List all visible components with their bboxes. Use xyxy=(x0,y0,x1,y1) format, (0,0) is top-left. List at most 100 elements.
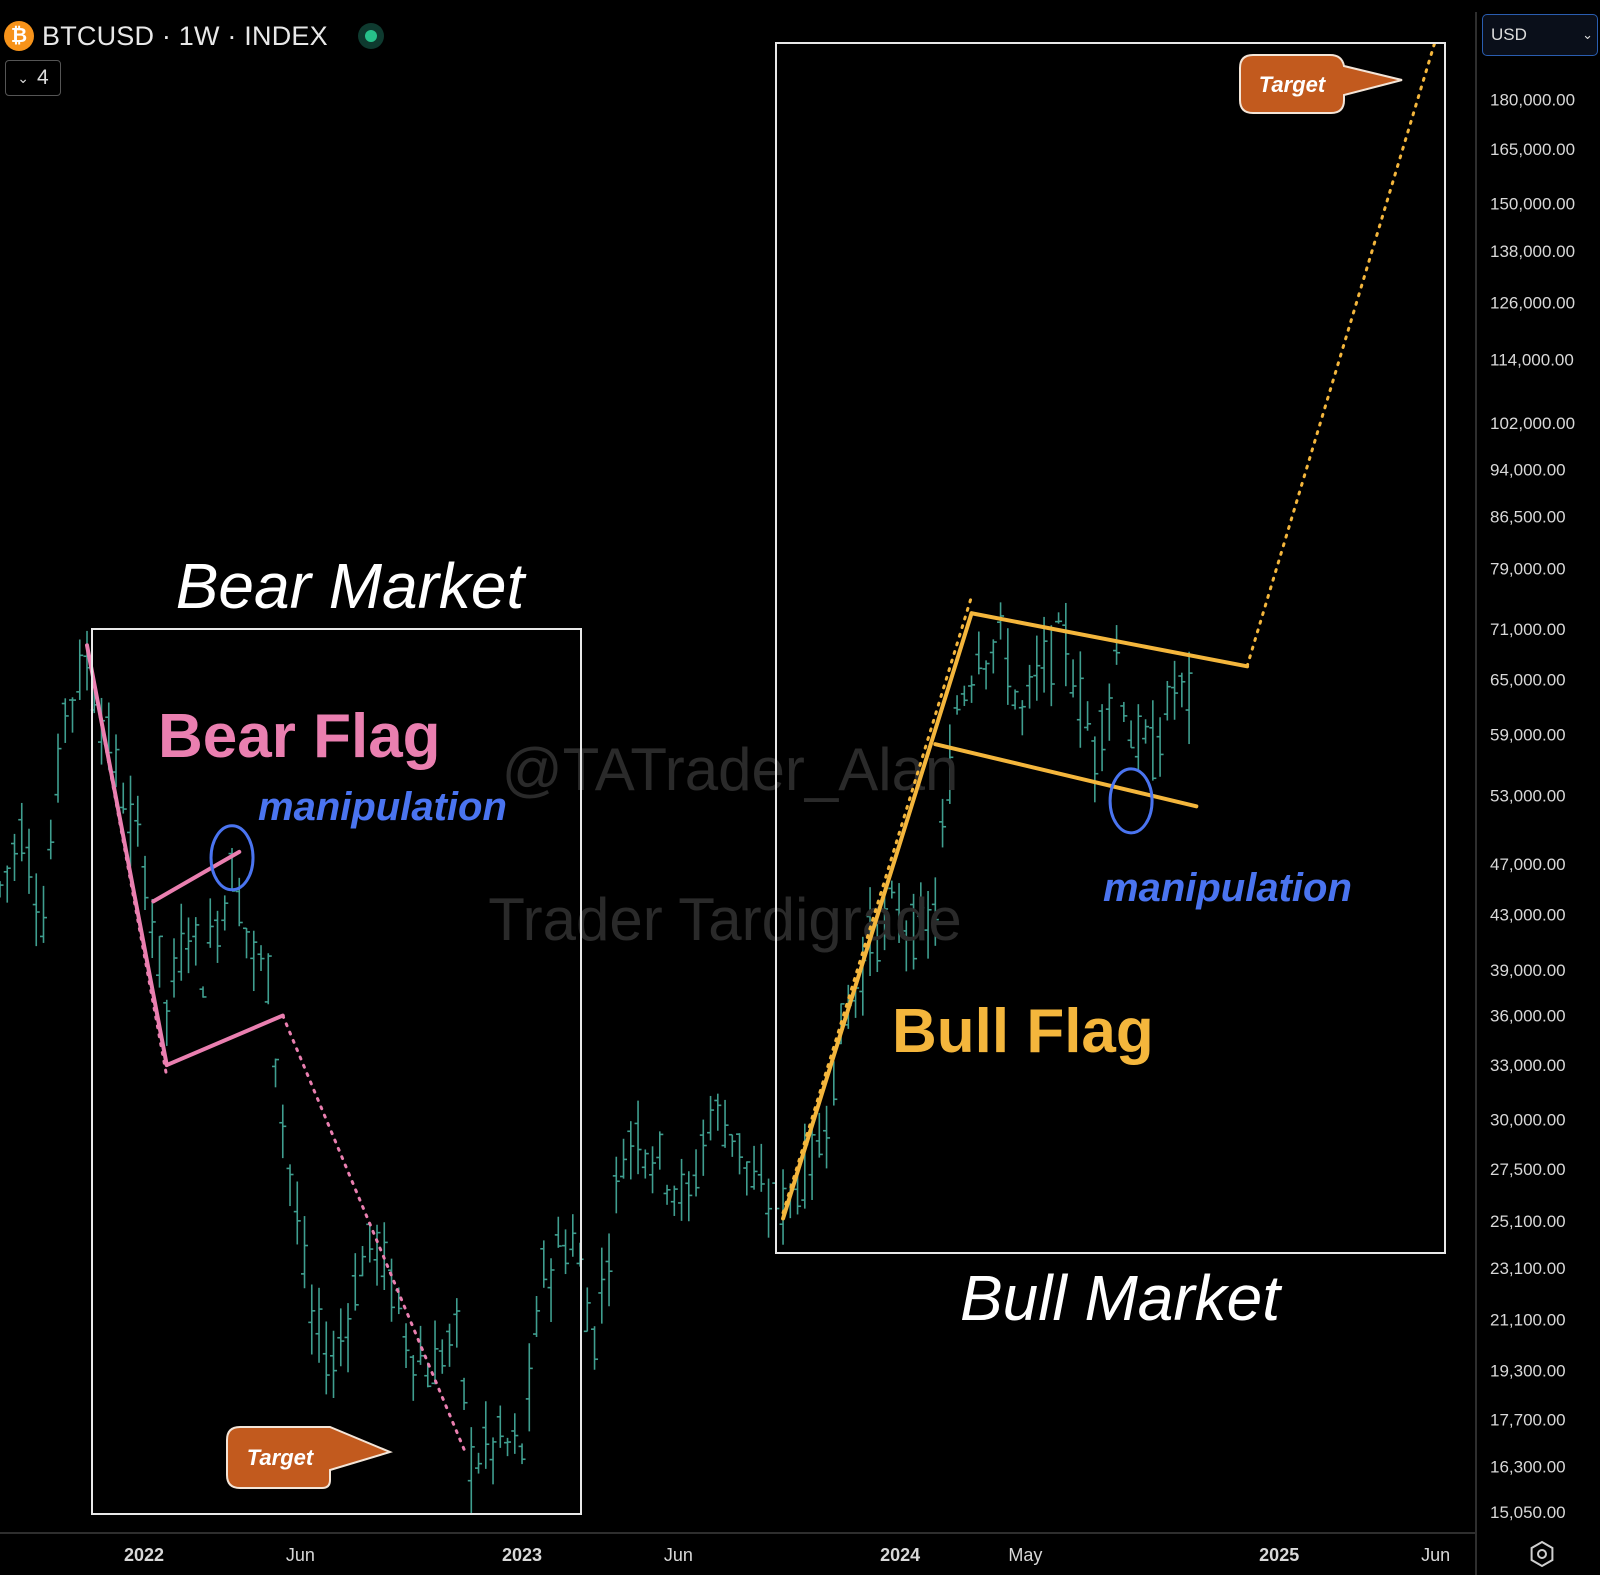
candle xyxy=(424,1362,432,1388)
price-tick-label: 47,000.00 xyxy=(1490,855,1566,874)
candle xyxy=(475,1452,483,1474)
candle xyxy=(714,1093,722,1131)
watermark-handle: @TATrader_Alan xyxy=(502,736,959,803)
candle xyxy=(1156,717,1164,777)
candle xyxy=(939,798,947,848)
candle xyxy=(177,903,185,981)
symbol-title[interactable]: BTCUSD · 1W · INDEX xyxy=(42,20,328,51)
bull-flag-label: Bull Flag xyxy=(892,997,1154,1066)
price-tick-label: 21,100.00 xyxy=(1490,1311,1566,1330)
currency-select[interactable]: USD ⌄ xyxy=(1482,14,1598,56)
candle xyxy=(743,1161,751,1196)
candle xyxy=(924,891,932,959)
candle xyxy=(765,1178,773,1238)
candle xyxy=(1163,680,1171,721)
candle xyxy=(866,887,874,977)
candle xyxy=(315,1287,323,1363)
candle xyxy=(250,930,258,992)
price-tick-label: 17,700.00 xyxy=(1490,1411,1566,1430)
bear-market-label: Bear Market xyxy=(176,550,527,622)
candle xyxy=(1127,720,1135,749)
candle xyxy=(293,1181,301,1245)
market-status-icon[interactable] xyxy=(357,23,384,49)
candle xyxy=(1105,683,1113,741)
candle xyxy=(141,855,149,910)
candle xyxy=(359,1246,367,1277)
manipulation-circle-left xyxy=(209,824,255,892)
time-axis[interactable]: 2022 Jun 2023 Jun 2024 May 2025 Jun xyxy=(124,1545,1450,1565)
candle xyxy=(69,697,77,733)
candle xyxy=(257,945,265,971)
candle xyxy=(163,999,171,1046)
candle xyxy=(1120,701,1128,723)
candle xyxy=(634,1100,642,1175)
time-tick-label: 2022 xyxy=(124,1545,164,1565)
candle xyxy=(1091,736,1099,803)
price-tick-label: 138,000.00 xyxy=(1490,242,1575,261)
candle xyxy=(1076,651,1084,748)
bear-flag-lower-line xyxy=(164,1013,285,1068)
candle xyxy=(18,802,26,862)
time-tick-label: 2023 xyxy=(502,1545,542,1565)
candle xyxy=(678,1158,686,1221)
bull-flag-pole-dotted xyxy=(781,594,974,1215)
candle xyxy=(214,910,222,963)
price-tick-label: 114,000.00 xyxy=(1490,351,1574,370)
price-tick-label: 23,100.00 xyxy=(1490,1259,1566,1278)
price-tick-label: 19,300.00 xyxy=(1490,1361,1566,1380)
candle xyxy=(1026,664,1034,709)
candle xyxy=(931,877,939,946)
price-tick-label: 94,000.00 xyxy=(1490,460,1566,479)
candle xyxy=(612,1156,620,1214)
candle xyxy=(286,1164,294,1207)
settings-gear-icon[interactable] xyxy=(1528,1540,1556,1568)
chevron-down-icon: ⌄ xyxy=(1582,27,1593,42)
candle xyxy=(554,1216,562,1248)
candle xyxy=(1069,659,1077,698)
candle xyxy=(192,917,200,966)
candle xyxy=(989,639,997,674)
candle xyxy=(366,1223,374,1263)
price-tick-label: 71,000.00 xyxy=(1490,620,1566,639)
candle xyxy=(750,1145,758,1190)
price-tick-label: 16,300.00 xyxy=(1490,1457,1566,1476)
indicators-toggle-button[interactable]: ⌄ 4 xyxy=(5,60,61,96)
price-tick-label: 25,100.00 xyxy=(1490,1212,1566,1231)
candle xyxy=(185,917,193,974)
candle xyxy=(685,1171,693,1222)
watermark-layer: @TATrader_Alan Trader Tardigrade xyxy=(488,736,962,953)
candle xyxy=(504,1437,512,1457)
price-tick-label: 30,000.00 xyxy=(1490,1110,1566,1129)
candle xyxy=(235,877,243,927)
candle xyxy=(968,675,976,703)
price-tick-label: 180,000.00 xyxy=(1490,91,1575,110)
candle xyxy=(1047,625,1055,707)
candle xyxy=(279,1104,287,1159)
candle xyxy=(32,873,40,947)
candle xyxy=(54,733,62,803)
candle xyxy=(446,1323,454,1367)
symbol-header[interactable]: ₿ BTCUSD · 1W · INDEX xyxy=(4,16,384,56)
candle xyxy=(351,1253,359,1311)
candle xyxy=(1113,625,1121,665)
candle xyxy=(982,660,990,690)
price-tick-label: 27,500.00 xyxy=(1490,1160,1566,1179)
bear-flag-upper-line xyxy=(151,849,242,904)
candle xyxy=(431,1320,439,1385)
candle xyxy=(496,1405,504,1448)
candle xyxy=(417,1325,425,1365)
bear-market-box xyxy=(91,628,582,1515)
candle xyxy=(794,1171,802,1215)
candle xyxy=(591,1326,599,1370)
bitcoin-logo-icon: ₿ xyxy=(4,21,34,51)
candle xyxy=(692,1149,700,1197)
candle xyxy=(61,698,69,743)
candle xyxy=(649,1146,657,1194)
candle xyxy=(1055,612,1063,624)
time-tick-label: 2024 xyxy=(880,1545,920,1565)
candle xyxy=(301,1216,309,1289)
price-tick-label: 59,000.00 xyxy=(1490,725,1566,744)
price-axis[interactable]: 200,000.00180,000.00165,000.00150,000.00… xyxy=(1490,31,1575,1522)
candle xyxy=(910,893,918,970)
